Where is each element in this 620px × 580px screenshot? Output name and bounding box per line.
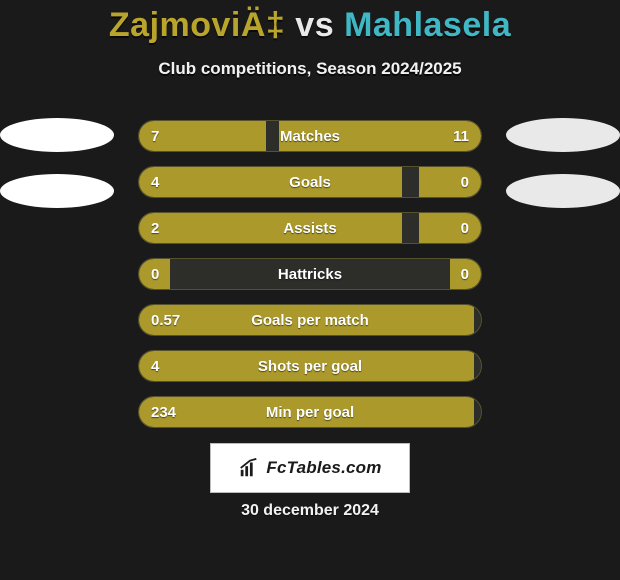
comparison-bars: 711Matches40Goals20Assists00Hattricks0.5… [138,120,482,428]
stat-seg-left: 4 [139,351,474,381]
stat-row: 40Goals [138,166,482,198]
stat-seg-left: 2 [139,213,402,243]
title-wrap: ZajmoviÄ‡ vs Mahlasela [0,0,620,45]
stat-value-left: 2 [151,220,159,237]
stat-seg-left: 0 [139,259,170,289]
stat-row: 711Matches [138,120,482,152]
stat-value-left: 4 [151,358,159,375]
stat-value-left: 0 [151,266,159,283]
stat-seg-right: 11 [279,121,481,151]
stat-value-right: 11 [453,128,469,145]
stat-value-left: 234 [151,404,176,421]
stat-value-right: 0 [461,266,469,283]
stat-value-left: 7 [151,128,159,145]
vs-label: vs [295,6,334,44]
stat-row: 0 0Hattricks [138,258,482,290]
player2-name: Mahlasela [344,6,511,44]
right-badge [506,174,620,208]
stat-seg-right: 0 [419,213,481,243]
stat-value-left: 0.57 [151,312,180,329]
stat-seg-left: 0.57 [139,305,474,335]
stat-seg-left: 4 [139,167,402,197]
left-badge [0,118,114,152]
watermark-text: FcTables.com [266,458,381,478]
stat-seg-left: 234 [139,397,474,427]
stat-value-right: 0 [461,174,469,191]
left-badges [0,118,122,208]
chart-icon [238,457,260,479]
footer-date: 30 december 2024 [0,502,620,520]
player1-name: ZajmoviÄ‡ [109,6,285,44]
stat-seg-right: 0 [450,259,481,289]
title: ZajmoviÄ‡ vs Mahlasela [0,6,620,45]
subtitle: Club competitions, Season 2024/2025 [0,59,620,79]
right-badge [506,118,620,152]
stat-row: 234Min per goal [138,396,482,428]
left-badge [0,174,114,208]
stat-row: 4Shots per goal [138,350,482,382]
watermark: FcTables.com [210,443,410,493]
stat-value-left: 4 [151,174,159,191]
stat-seg-left: 7 [139,121,266,151]
stat-seg-right: 0 [419,167,481,197]
comparison-card: ZajmoviÄ‡ vs Mahlasela Club competitions… [0,0,620,580]
stat-label: Hattricks [139,259,481,289]
stat-row: 0.57Goals per match [138,304,482,336]
stat-row: 20Assists [138,212,482,244]
right-badges [498,118,620,208]
stat-value-right: 0 [461,220,469,237]
